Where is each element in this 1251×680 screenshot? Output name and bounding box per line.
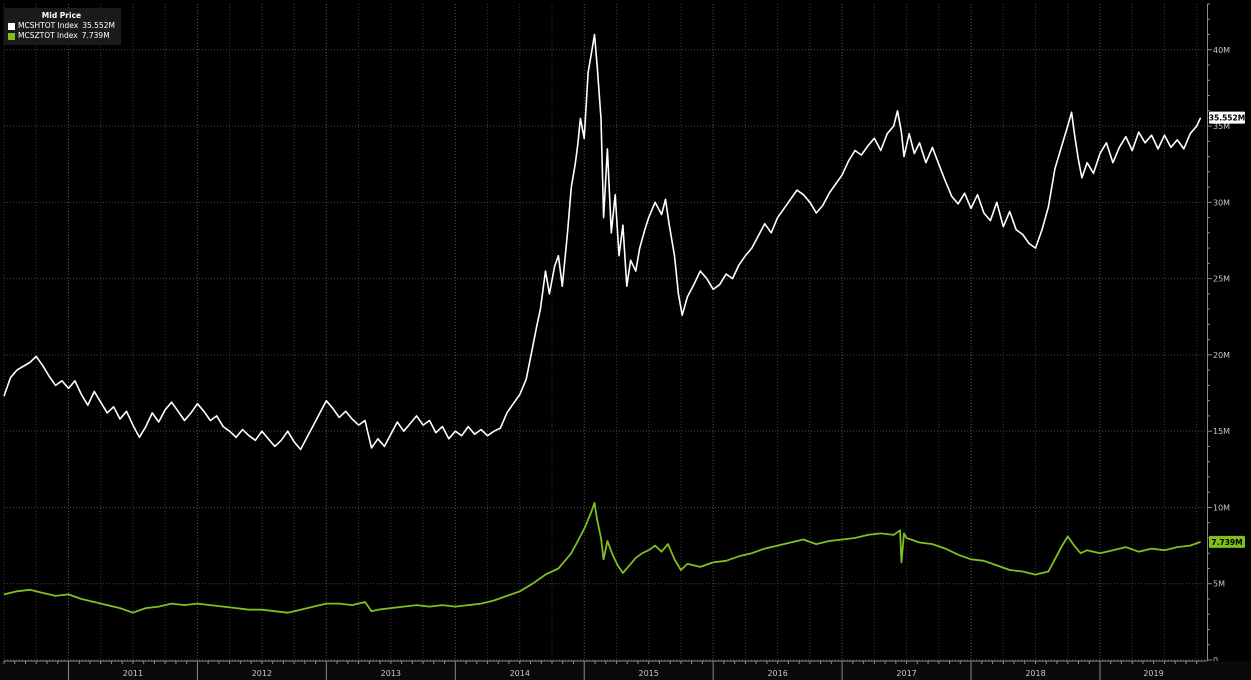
- x-tick-label: 2011: [123, 669, 143, 678]
- legend: Mid Price MCSHTOT Index 35.552M MCSZTOT …: [4, 8, 121, 45]
- y-tick-label: 5M: [1213, 580, 1225, 589]
- legend-series-name: MCSHTOT Index: [18, 21, 79, 30]
- x-tick-label: 2019: [1143, 669, 1163, 678]
- x-axis-band: [0, 661, 1251, 680]
- series-line-mcsztot: [3, 502, 1201, 614]
- legend-swatch-mcsztot: [8, 32, 15, 40]
- axis-layer: 0 5M 10M 15M 20M 25M 30M 35M 40M: [1207, 3, 1230, 665]
- legend-series-name: MCSZTOT Index: [18, 31, 78, 40]
- y-tick-label: 30M: [1213, 198, 1230, 207]
- x-tick-label: 2018: [1025, 669, 1045, 678]
- y-tick-label: 15M: [1213, 427, 1230, 436]
- legend-entry-mcshtot: MCSHTOT Index 35.552M: [8, 21, 115, 31]
- x-axis: 2011 2012 2013 2014 2015 2016 2017 2018 2019: [0, 660, 1251, 680]
- y-tick-label: 0: [1213, 656, 1218, 665]
- x-tick-label: 2014: [510, 669, 530, 678]
- y-tick-label: 20M: [1213, 351, 1230, 360]
- x-tick-label: 2017: [896, 669, 916, 678]
- series-layer: [3, 33, 1202, 614]
- y-tick-label: 10M: [1213, 503, 1230, 512]
- x-tick-label: 2013: [381, 669, 401, 678]
- legend-series-value: 35.552M: [82, 21, 115, 30]
- x-tick-label: 2012: [252, 669, 272, 678]
- vertical-gridlines: [3, 4, 1198, 660]
- legend-swatch-mcshtot: [8, 22, 15, 30]
- last-value-tag-mcsztot: [1209, 535, 1245, 548]
- y-tick-label: 25M: [1213, 275, 1230, 284]
- legend-series-value: 7.739M: [81, 31, 110, 40]
- last-value-tag-label: 35.552M: [1209, 114, 1245, 123]
- legend-entry-mcsztot: MCSZTOT Index 7.739M: [8, 31, 115, 41]
- horizontal-gridlines: [4, 49, 1207, 661]
- x-tick-label: 2015: [639, 669, 659, 678]
- last-value-tags: 35.552M 7.739M: [1209, 111, 1245, 548]
- y-tick-label: 40M: [1213, 46, 1230, 55]
- legend-title: Mid Price: [41, 11, 82, 20]
- y-tick-label: 35M: [1213, 122, 1230, 131]
- x-tick-label: 2016: [767, 669, 787, 678]
- last-value-tag-mcshtot: [1209, 111, 1245, 124]
- last-value-tag-label: 7.739M: [1211, 538, 1242, 547]
- series-line-mcshtot: [3, 33, 1202, 451]
